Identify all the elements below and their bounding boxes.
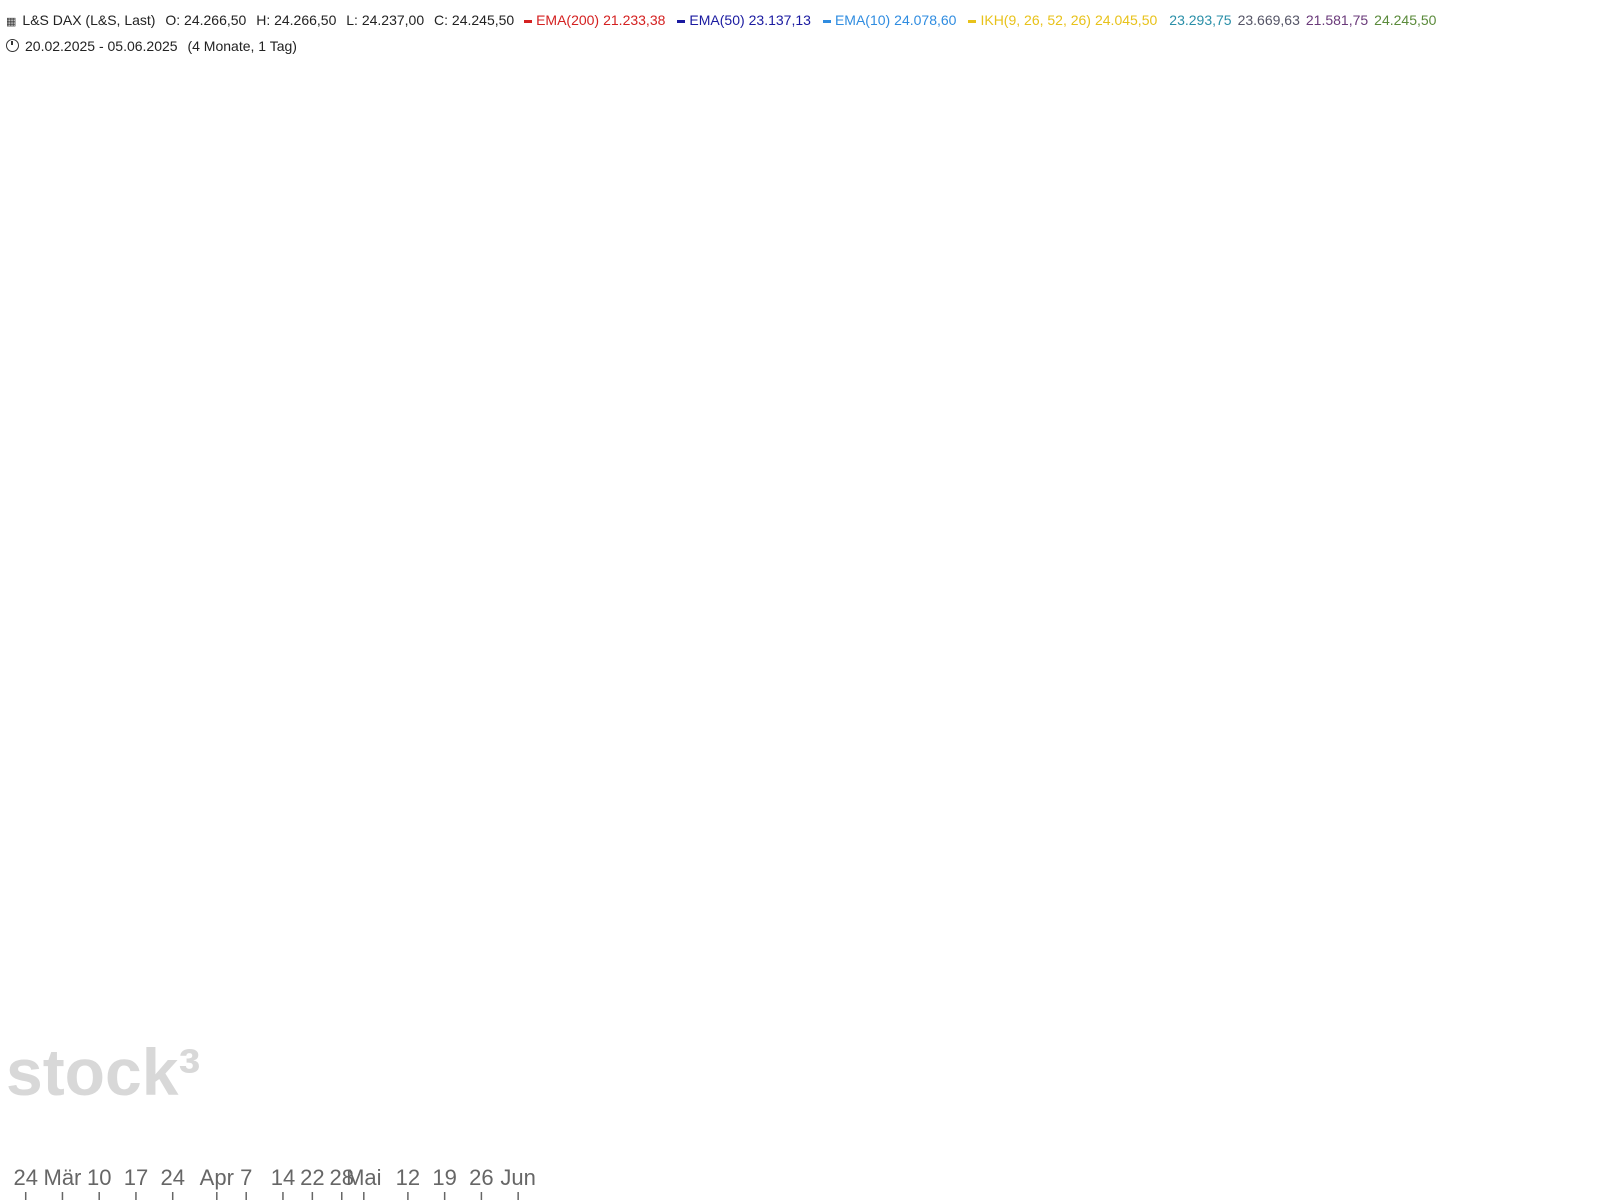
indicator-2: EMA(10) 24.078,60: [822, 12, 963, 28]
x-tick-label: 12: [396, 1165, 420, 1190]
x-tick-label: 7: [240, 1165, 252, 1190]
period: (4 Monate, 1 Tag): [187, 38, 297, 54]
indicator-label: EMA(50): [689, 12, 745, 28]
ikh-value-0: 23.293,75: [1169, 12, 1232, 28]
date-range: 20.02.2025 - 05.06.2025: [25, 38, 178, 54]
indicator-label: EMA(200): [536, 12, 600, 28]
ohlc-high: H: 24.266,50: [256, 12, 337, 28]
chart-type-icon: ▦: [6, 16, 17, 28]
axes: 19.000,0020.000,0021.000,0022.000,0023.0…: [13, 1165, 536, 1200]
x-tick-label: Mai: [346, 1165, 381, 1190]
ohlc-low: L: 24.237,00: [346, 12, 425, 28]
indicator-3: IKH(9, 26, 52, 26) 24.045,50: [968, 12, 1163, 28]
indicator-swatch: [822, 19, 831, 23]
x-tick-label: 24: [13, 1165, 37, 1190]
clock-icon: [6, 39, 19, 52]
indicator-value: 24.078,60: [894, 12, 957, 28]
indicator-0: EMA(200) 21.233,38: [524, 12, 671, 28]
indicator-value: 24.045,50: [1094, 12, 1158, 28]
ikh-value-3: 24.245,50: [1374, 12, 1437, 28]
ohlc-open: O: 24.266,50: [165, 12, 247, 28]
x-tick-label: Apr: [200, 1165, 234, 1190]
x-tick-label: 19: [432, 1165, 456, 1190]
x-tick-label: 24: [160, 1165, 184, 1190]
x-tick-label: 26: [469, 1165, 493, 1190]
indicator-swatch: [968, 19, 977, 23]
stock3-watermark: stock³: [6, 1035, 200, 1109]
indicator-legend: EMA(200) 21.233,38 EMA(50) 23.137,13 EMA(10)…: [524, 12, 1442, 28]
indicator-1: EMA(50) 23.137,13: [677, 12, 817, 28]
x-tick-label: 22: [300, 1165, 324, 1190]
chart-header-line2: 20.02.2025 - 05.06.2025 (4 Monate, 1 Tag…: [6, 38, 303, 54]
indicator-swatch: [524, 19, 533, 23]
indicator-value: 21.233,38: [603, 12, 666, 28]
x-tick-label: 28: [330, 1165, 354, 1190]
ikh-value-2: 21.581,75: [1305, 12, 1369, 28]
indicator-value: 23.137,13: [748, 12, 811, 28]
chart-header-line1: ▦ L&S DAX (L&S, Last) O: 24.266,50 H: 24.…: [6, 12, 1448, 28]
ohlc-close: C: 24.245,50: [434, 12, 515, 28]
x-tick-label: 17: [124, 1165, 148, 1190]
x-tick-label: 14: [271, 1165, 295, 1190]
x-tick-label: Jun: [500, 1165, 535, 1190]
ikh-value-1: 23.669,63: [1237, 12, 1300, 28]
indicator-swatch: [677, 19, 686, 23]
x-tick-label: 10: [87, 1165, 111, 1190]
x-tick-label: Mär: [44, 1165, 82, 1190]
indicator-label: IKH(9, 26, 52, 26): [980, 12, 1091, 28]
ticker-name: L&S DAX (L&S, Last): [22, 12, 156, 28]
indicator-label: EMA(10): [834, 12, 891, 28]
